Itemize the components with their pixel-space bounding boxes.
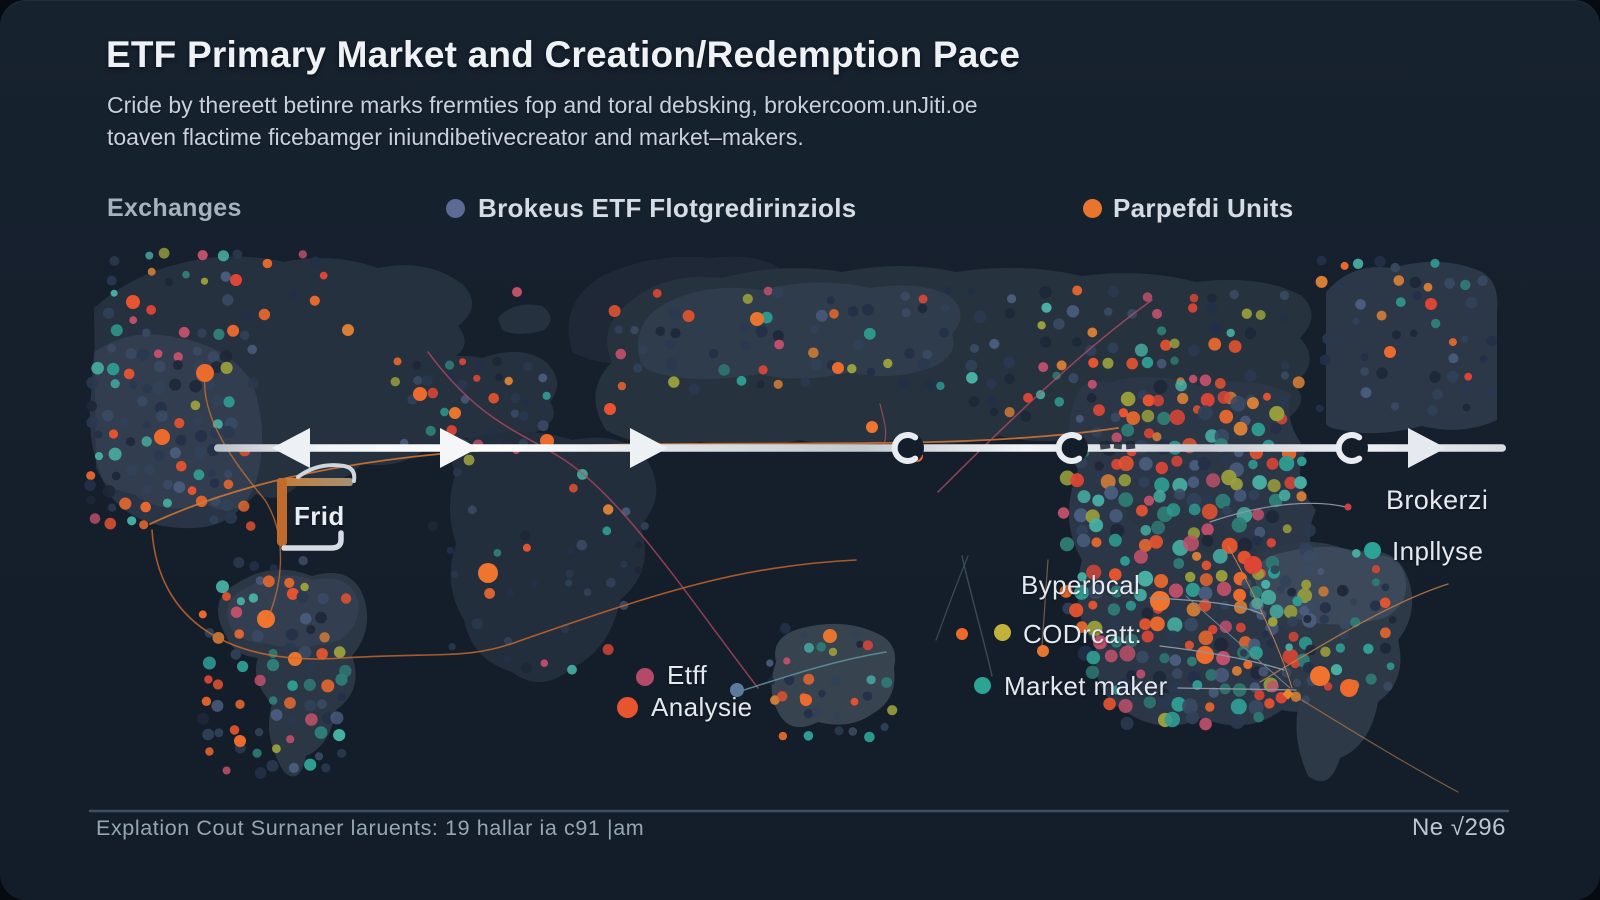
etff-dot-icon (636, 668, 654, 686)
node-ring-icon (1055, 432, 1088, 464)
line-glitch (1099, 440, 1136, 450)
inpllyse-dot-icon (1364, 542, 1381, 559)
flow-timeline (214, 428, 1506, 468)
page-subtitle: Cride by thereett betinre marks frermtie… (107, 89, 978, 153)
landmasses (89, 256, 1498, 782)
halftone-dots (84, 247, 1498, 779)
arrow-right-icon (1408, 428, 1446, 468)
arrow-left-icon (272, 428, 310, 468)
curved-arrow-icon (296, 463, 357, 483)
market-dots (126, 274, 1437, 747)
node-ring-icon (891, 432, 924, 464)
market-maker-dot-icon (974, 677, 991, 694)
frid-bracket-icon (277, 478, 353, 551)
codrcatt-label: CODrcatt: (1023, 619, 1143, 649)
analysie-label: Analysie (651, 692, 753, 722)
frid-label: Frid (294, 501, 345, 531)
footer-right-text: Ne √296 (1411, 814, 1506, 841)
footer-left-text: Explation Cout Surnaner laruents: 19 hal… (96, 816, 645, 840)
legend-exchanges-label: Exchanges (107, 194, 242, 222)
arrow-right-icon (440, 428, 478, 468)
codrcatt-dot-icon (994, 624, 1011, 641)
analysie-dot-icon (617, 697, 638, 718)
legend-units-dot-icon (1083, 199, 1102, 218)
byperbcal-label: Byperbcal (1021, 570, 1141, 600)
arrow-right-icon (630, 428, 668, 468)
page-title: ETF Primary Market and Creation/Redempti… (106, 34, 1021, 75)
connection-lines (149, 299, 1459, 793)
legend-brokers-dot-icon (446, 199, 465, 218)
subtitle-line-2: toaven flactime ficebamger iniundibetive… (107, 124, 804, 150)
etff-label: Etff (667, 660, 708, 690)
brokerzi-label: Brokerzi (1386, 485, 1489, 515)
inpllyse-label: Inpllyse (1392, 536, 1484, 566)
market-maker-label: Market maker (1004, 671, 1168, 701)
annotation-connectors (730, 502, 1352, 700)
subtitle-line-1: Cride by thereett betinre marks frermtie… (107, 92, 978, 118)
node-ring-icon (1335, 432, 1368, 464)
legend-brokers-label: Brokeus ETF Flotgredirinziols (478, 193, 857, 223)
legend-units-label: Parpefdi Units (1113, 193, 1294, 223)
